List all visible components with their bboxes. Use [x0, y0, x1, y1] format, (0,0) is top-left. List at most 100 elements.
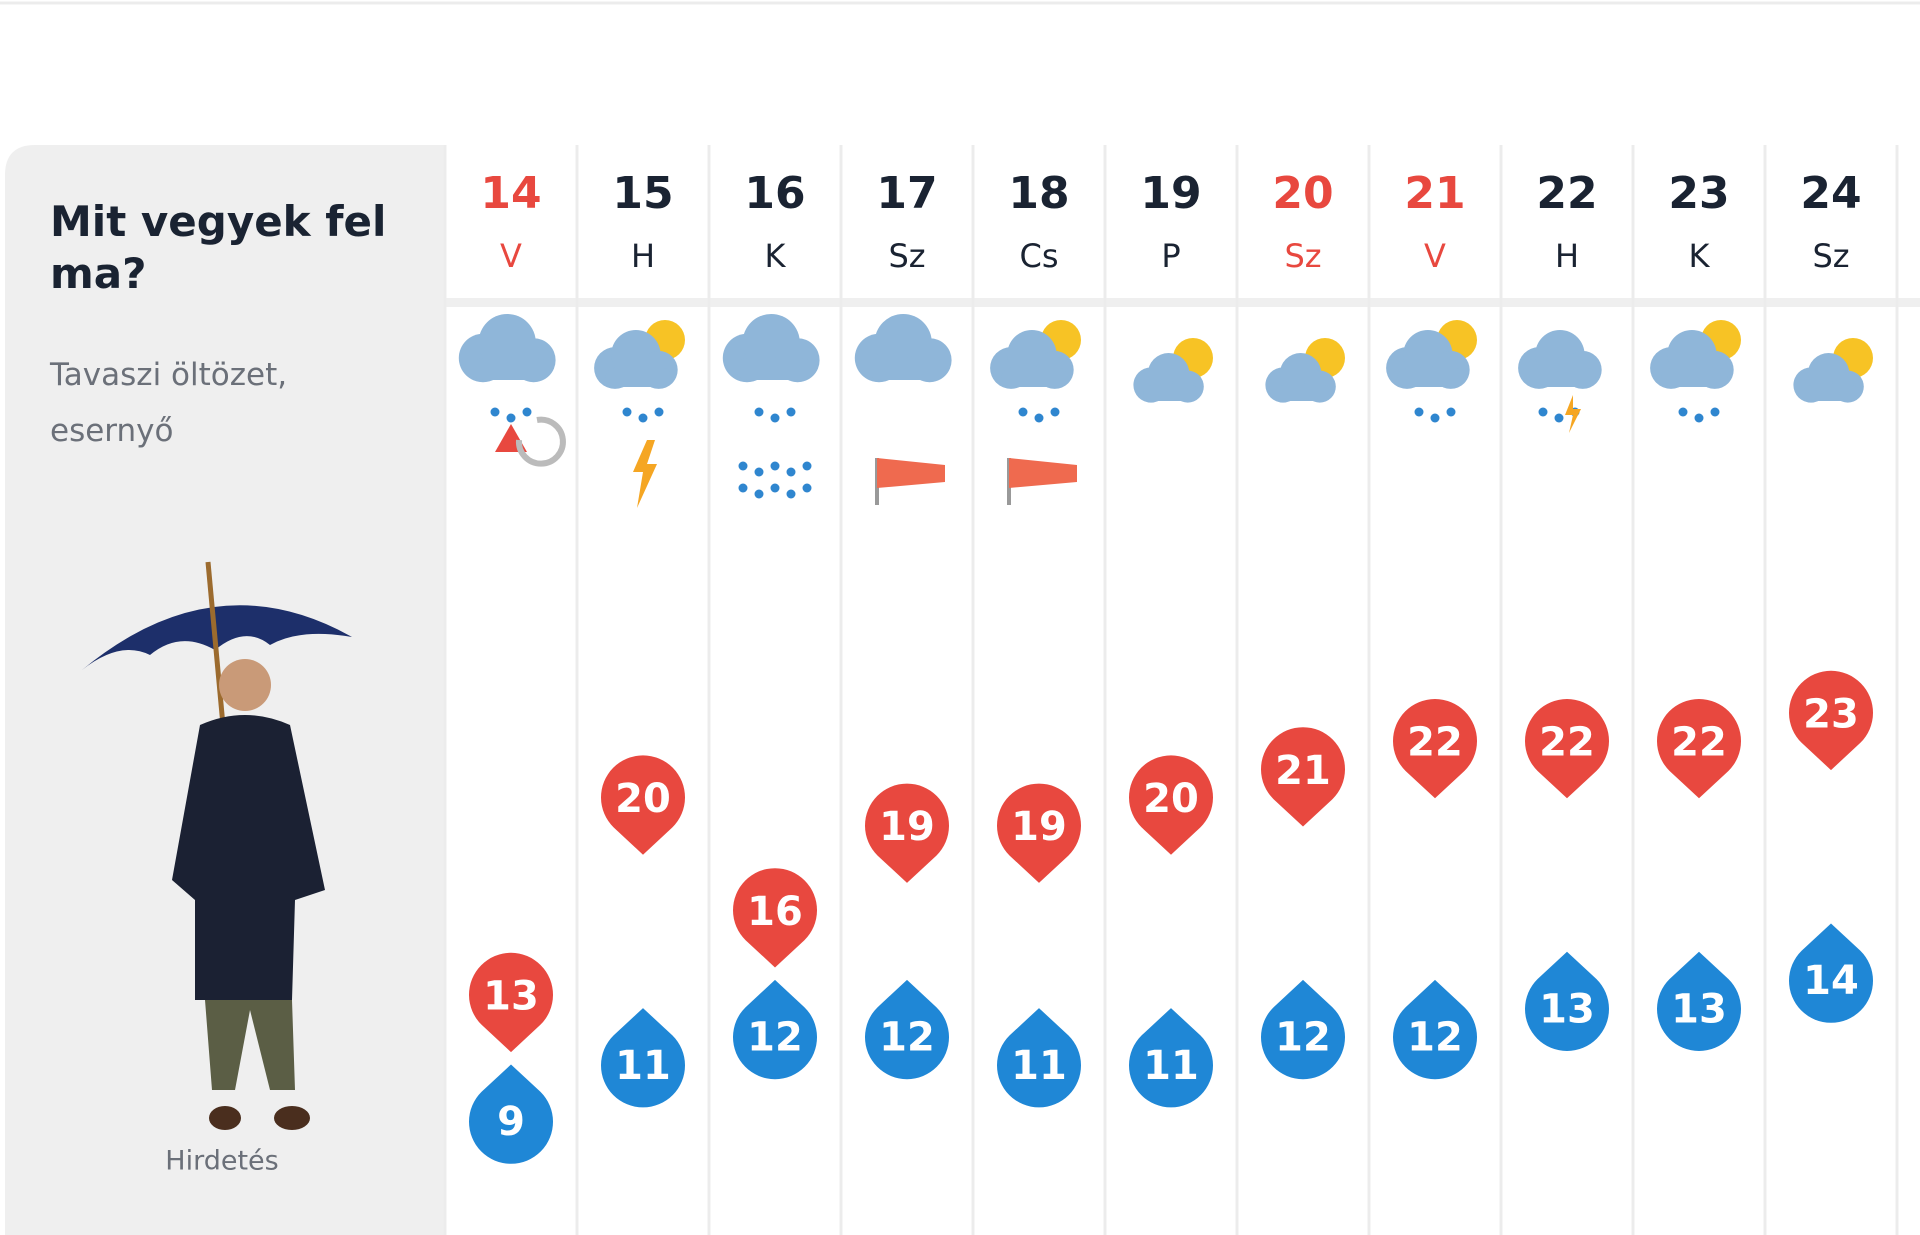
max-temp: 13: [483, 973, 539, 1019]
weather-icon: [1650, 320, 1741, 423]
weather-icon: [1386, 320, 1477, 423]
cloud-part: [1529, 368, 1596, 387]
day-date: 18: [1008, 168, 1069, 219]
min-temp-drop: [1525, 951, 1610, 1051]
max-temp: 16: [747, 889, 803, 935]
day-date: 16: [744, 168, 805, 219]
day-date: 20: [1272, 168, 1333, 219]
max-temp-pin: [469, 952, 553, 1053]
weather-icon: [594, 320, 685, 508]
max-temp-pin: [1260, 727, 1345, 827]
max-temp-pin: [733, 868, 817, 968]
min-temp-drop: [997, 1008, 1081, 1108]
weather-icon: [1133, 338, 1213, 403]
day-weekday: Sz: [1284, 237, 1321, 275]
rain-drop: [1554, 413, 1564, 423]
min-temp-drop: [1129, 1008, 1213, 1108]
bolt: [633, 440, 657, 508]
min-temp: 13: [1539, 986, 1595, 1032]
min-temp: 11: [1011, 1043, 1067, 1089]
rain-drop: [786, 467, 796, 477]
day-weekday: P: [1161, 237, 1180, 275]
rain-drop: [1018, 407, 1028, 417]
cloud-part: [605, 368, 672, 387]
max-temp: 19: [1011, 804, 1067, 850]
min-temp: 9: [497, 1099, 525, 1145]
max-temp-pin: [865, 783, 949, 883]
min-temp-drop: [1789, 923, 1874, 1023]
rain-drop: [522, 407, 532, 417]
cloud-part: [1397, 368, 1464, 387]
day-date: 23: [1668, 168, 1729, 219]
max-temp: 22: [1407, 720, 1463, 766]
ad-label: Hirdetés: [165, 1146, 278, 1177]
day-weekday: H: [1555, 237, 1579, 275]
swirl: [515, 416, 566, 467]
rain-drop: [490, 407, 500, 417]
min-temp: 13: [1671, 986, 1727, 1032]
rain-drop: [1050, 407, 1060, 417]
rain-drop: [754, 467, 764, 477]
max-temp-pin: [601, 755, 685, 855]
weather-icon: [722, 314, 820, 499]
rain-drop: [786, 407, 796, 417]
min-temp-drop: [865, 979, 949, 1080]
rain-drop: [1430, 413, 1440, 423]
max-temp: 22: [1671, 720, 1727, 766]
max-temp-pin: [1525, 699, 1610, 799]
rain-drop: [754, 407, 764, 417]
max-temp: 20: [615, 776, 671, 822]
day-date: 22: [1536, 168, 1597, 219]
weather-icon: [854, 314, 952, 505]
day-weekday: K: [765, 237, 787, 275]
weather-icon: [1265, 338, 1345, 403]
max-temp: 23: [1803, 691, 1859, 737]
day-date: 19: [1140, 168, 1201, 219]
min-temp-drop: [1656, 951, 1741, 1051]
rain-drop: [802, 483, 812, 493]
day-weekday: Sz: [888, 237, 925, 275]
day-weekday: Cs: [1019, 237, 1058, 275]
rain-drop: [786, 489, 796, 499]
day-date: 21: [1404, 168, 1465, 219]
rain-drop: [638, 413, 648, 423]
cloud-part: [1143, 385, 1199, 401]
header-gap: [445, 298, 1920, 307]
min-temp: 12: [1275, 1015, 1331, 1061]
weather-icon: [1518, 330, 1602, 433]
max-temp-pin: [1789, 670, 1874, 771]
max-temp-pin: [1393, 699, 1478, 799]
rain-drop: [1446, 407, 1456, 417]
day-date: 15: [612, 168, 673, 219]
max-temp: 22: [1539, 720, 1595, 766]
rain-drop: [770, 483, 780, 493]
cloud-part: [1661, 368, 1728, 387]
weather-icon: [1793, 338, 1873, 403]
max-temp-pin: [1656, 699, 1741, 799]
min-temp-drop: [1260, 979, 1345, 1080]
min-temp: 11: [615, 1043, 671, 1089]
min-temp-drop: [733, 979, 817, 1080]
min-temp: 12: [1407, 1015, 1463, 1061]
day-weekday: H: [631, 237, 655, 275]
rain-drop: [1414, 407, 1424, 417]
rain-drop: [754, 489, 764, 499]
max-temp-pin: [1129, 755, 1213, 855]
cloud-part: [1001, 368, 1068, 387]
rain-drop: [1538, 407, 1548, 417]
bolt: [1565, 395, 1581, 433]
rain-drop: [802, 461, 812, 471]
day-date: 17: [876, 168, 937, 219]
day-weekday: V: [500, 237, 522, 275]
rain-drop: [506, 413, 516, 423]
cloud-part: [472, 358, 549, 380]
max-temp: 21: [1275, 748, 1331, 794]
day-weekday: Sz: [1812, 237, 1849, 275]
min-temp: 12: [747, 1015, 803, 1061]
rain-drop: [738, 461, 748, 471]
min-temp-drop: [1393, 979, 1478, 1080]
day-weekday: V: [1424, 237, 1446, 275]
max-temp: 20: [1143, 776, 1199, 822]
